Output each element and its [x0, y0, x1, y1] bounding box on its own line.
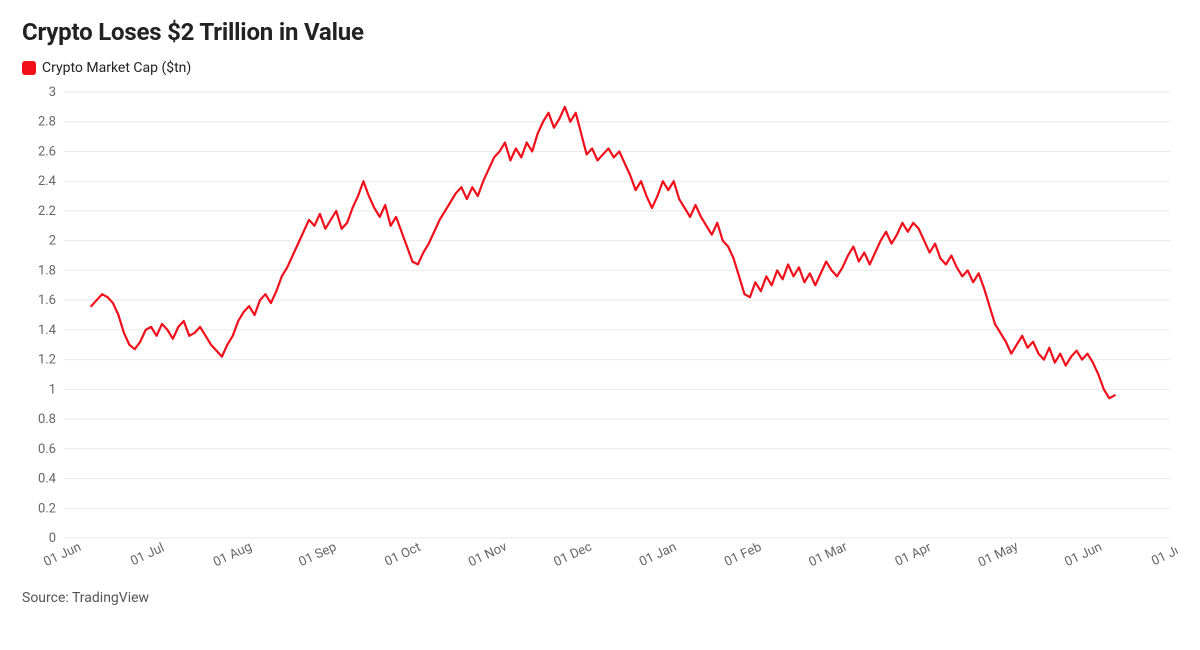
y-tick-label: 2.8 — [38, 115, 56, 130]
source-attribution: Source: TradingView — [22, 590, 1178, 606]
y-tick-label: 1.4 — [38, 323, 57, 338]
x-tick-label: 01 Jun — [1062, 540, 1104, 570]
x-tick-label: 01 Nov — [466, 539, 510, 570]
x-tick-label: 01 May — [976, 539, 1021, 570]
x-tick-label: 01 Mar — [807, 539, 851, 570]
y-tick-label: 0.4 — [38, 472, 57, 487]
chart-plot-area: 0 0.2 0.4 0.6 0.8 1 1.2 1.4 1.6 1.8 2 2.2 2.4 2.6 2.8 3… — [22, 84, 1178, 584]
x-tick-label: 01 Aug — [211, 539, 254, 570]
x-tick-label: 01 Oct — [383, 540, 424, 570]
x-tick-label: 01 Dec — [552, 539, 595, 570]
series-line-crypto-market-cap — [91, 107, 1114, 398]
y-tick-label: 2.2 — [38, 204, 56, 219]
x-tick-label: 01 Jan — [637, 540, 679, 570]
y-tick-label: 1.6 — [38, 293, 56, 308]
legend-swatch — [22, 61, 36, 75]
x-tick-label: 01 Apr — [893, 540, 934, 570]
chart-container: Crypto Loses $2 Trillion in Value Crypto… — [0, 0, 1200, 650]
chart-svg: 0 0.2 0.4 0.6 0.8 1 1.2 1.4 1.6 1.8 2 2.2 2.4 2.6 2.8 3… — [22, 84, 1178, 584]
x-tick-label: 01 Jul — [1149, 541, 1178, 570]
x-tick-label: 01 Sep — [297, 540, 339, 570]
y-tick-label: 3 — [49, 85, 56, 100]
y-tick-label: 1.2 — [38, 353, 56, 368]
x-tick-label: 01 Feb — [722, 540, 764, 570]
y-tick-label: 0.8 — [38, 412, 56, 427]
x-tick-label: 01 Jul — [128, 541, 166, 570]
y-tick-label: 0 — [49, 531, 56, 546]
y-tick-label: 0.6 — [38, 442, 56, 457]
legend: Crypto Market Cap ($tn) — [22, 60, 1178, 76]
y-tick-label: 0.2 — [38, 501, 56, 516]
chart-title: Crypto Loses $2 Trillion in Value — [22, 18, 1178, 46]
y-tick-label: 2 — [49, 234, 56, 249]
y-tick-label: 1.8 — [38, 263, 56, 278]
legend-label: Crypto Market Cap ($tn) — [42, 60, 191, 76]
y-tick-label: 1 — [49, 382, 56, 397]
y-tick-label: 2.6 — [38, 144, 56, 159]
y-tick-label: 2.4 — [38, 174, 57, 189]
